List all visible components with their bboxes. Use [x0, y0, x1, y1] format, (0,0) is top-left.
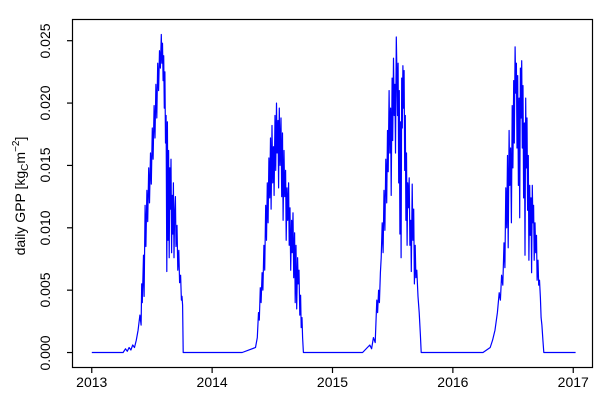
x-tick-label: 2014 — [196, 374, 228, 390]
y-axis-title-superscript: −2 — [11, 140, 22, 152]
y-tick-label: 0.015 — [37, 147, 53, 183]
y-tick-label: 0.025 — [37, 23, 53, 59]
y-axis-title-suffix: ] — [12, 136, 28, 141]
y-tick-label: 0.000 — [37, 335, 53, 371]
axis-tick-marks — [67, 40, 574, 373]
y-axis-title-subscript: C — [20, 163, 31, 171]
y-axis-title: daily GPP [kgCm−2] — [11, 137, 31, 256]
gpp-time-series-line — [91, 33, 576, 354]
y-tick-label: 0.005 — [37, 272, 53, 308]
x-tick-label: 2013 — [76, 374, 108, 390]
y-tick-label: 0.010 — [37, 210, 53, 246]
y-axis-title-prefix: daily GPP [kg — [12, 170, 28, 256]
x-tick-label: 2017 — [557, 374, 589, 390]
x-tick-label: 2016 — [437, 374, 469, 390]
y-tick-label: 0.020 — [37, 85, 53, 121]
x-tick-label: 2015 — [316, 374, 349, 390]
y-axis-title-mid: m — [12, 151, 28, 164]
